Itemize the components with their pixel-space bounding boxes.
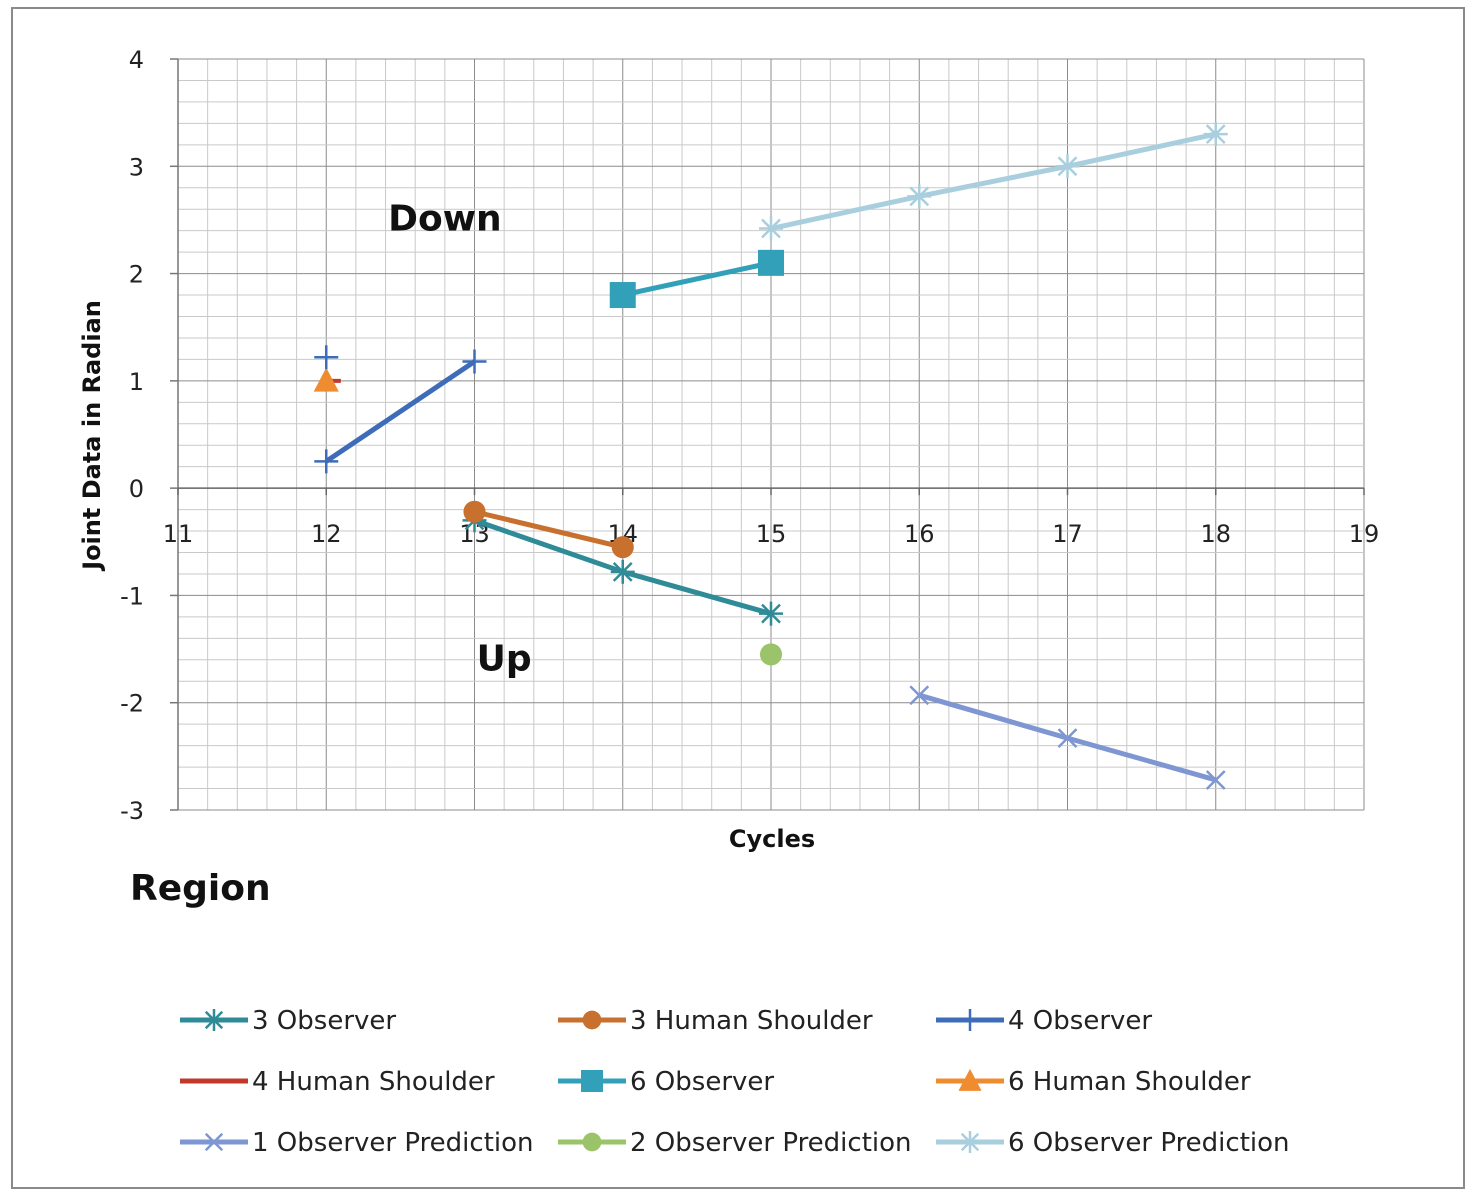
series-line (324, 359, 476, 464)
series-line (770, 131, 1217, 231)
legend-label: 4 Observer (1008, 1006, 1152, 1036)
marker-plus (462, 349, 487, 374)
y-tick-label: -3 (120, 797, 144, 825)
series-4-observer (314, 349, 487, 474)
y-tick-label: -1 (120, 582, 144, 610)
series-line (473, 509, 624, 550)
x-axis-title: Cycles (729, 825, 815, 853)
marker-x (909, 685, 930, 706)
legend-item-1-observer-prediction: 1 Observer Prediction (180, 1128, 534, 1158)
annotation-down: Down (388, 199, 502, 240)
legend-item-6-observer-prediction: 6 Observer Prediction (936, 1128, 1290, 1158)
legend-label: 3 Human Shoulder (630, 1006, 873, 1036)
legend-label: 4 Human Shoulder (252, 1067, 495, 1097)
marker-circle (582, 1132, 602, 1152)
legend-label: 3 Observer (252, 1006, 396, 1036)
marker-plus (314, 345, 339, 370)
marker-asterisk (759, 216, 783, 241)
y-tick-label: 0 (129, 475, 144, 503)
legend-label: 6 Human Shoulder (1008, 1067, 1251, 1097)
marker-asterisk (1055, 154, 1080, 179)
marker-asterisk (907, 184, 932, 209)
x-tick-label: 17 (1052, 520, 1083, 548)
y-tick-label: 1 (129, 368, 144, 396)
x-tick-label: 18 (1200, 520, 1231, 548)
legend-label: 6 Observer Prediction (1008, 1128, 1290, 1158)
legend: 3 Observer 3 Human Shoulder 4 Observer 4 Hu… (180, 1006, 1290, 1158)
y-tick-label: -2 (120, 690, 144, 718)
series-6-observer-prediction (759, 122, 1228, 241)
series-3-human-shoulder (463, 500, 634, 559)
legend-label: 2 Observer Prediction (630, 1128, 912, 1158)
legend-label: 6 Observer (630, 1067, 774, 1097)
marker-square (581, 1070, 603, 1092)
series-unnamed-9 (314, 345, 339, 370)
grid (170, 58, 1365, 811)
legend-item-4-observer: 4 Observer (936, 1006, 1152, 1036)
marker-asterisk (759, 601, 783, 626)
legend-label: 1 Observer Prediction (252, 1128, 534, 1158)
legend-item-2-observer-prediction: 2 Observer Prediction (558, 1128, 912, 1158)
series-1-observer-prediction (909, 685, 1226, 790)
annotation-up: Up (477, 639, 532, 680)
marker-x (1205, 770, 1226, 790)
region-label: Region (130, 868, 271, 909)
x-tick-label: 16 (904, 520, 935, 548)
marker-square (609, 282, 636, 309)
marker-triangle (313, 367, 339, 392)
y-tick-label: 3 (129, 153, 144, 181)
series-6-observer (609, 249, 784, 309)
legend-item-3-observer: 3 Observer (180, 1006, 396, 1036)
series-line (622, 260, 772, 298)
x-tick-label: 15 (756, 520, 787, 548)
marker-asterisk (610, 559, 635, 584)
y-tick-label: 4 (129, 46, 144, 74)
marker-x (1057, 728, 1078, 749)
marker-plus (959, 1009, 981, 1031)
x-tick-label: 19 (1349, 520, 1380, 548)
marker-asterisk (203, 1009, 225, 1031)
marker-circle (582, 1010, 602, 1030)
marker-triangle (958, 1068, 982, 1091)
y-axis-title: Joint Data in Radian (78, 300, 106, 572)
x-tick-label: 11 (163, 520, 194, 548)
series-6-human-shoulder (313, 367, 339, 392)
marker-square (758, 249, 784, 276)
legend-item-3-human-shoulder: 3 Human Shoulder (558, 1006, 873, 1036)
legend-item-4-human-shoulder: 4 Human Shoulder (180, 1067, 495, 1097)
marker-circle (611, 536, 634, 559)
y-tick-label: 2 (129, 261, 144, 289)
marker-circle (463, 500, 486, 523)
annotations: Down Up (388, 199, 532, 680)
marker-circle (759, 643, 783, 666)
marker-asterisk (1203, 122, 1228, 147)
marker-plus (314, 449, 339, 474)
series-layer (313, 122, 1228, 790)
marker-asterisk (959, 1131, 981, 1153)
chart-border (11, 7, 1465, 1189)
series-2-observer-prediction (759, 643, 783, 666)
legend-item-6-observer: 6 Observer (558, 1067, 774, 1097)
x-tick-label: 12 (311, 520, 342, 548)
marker-x (204, 1132, 224, 1152)
legend-item-6-human-shoulder: 6 Human Shoulder (936, 1067, 1251, 1097)
